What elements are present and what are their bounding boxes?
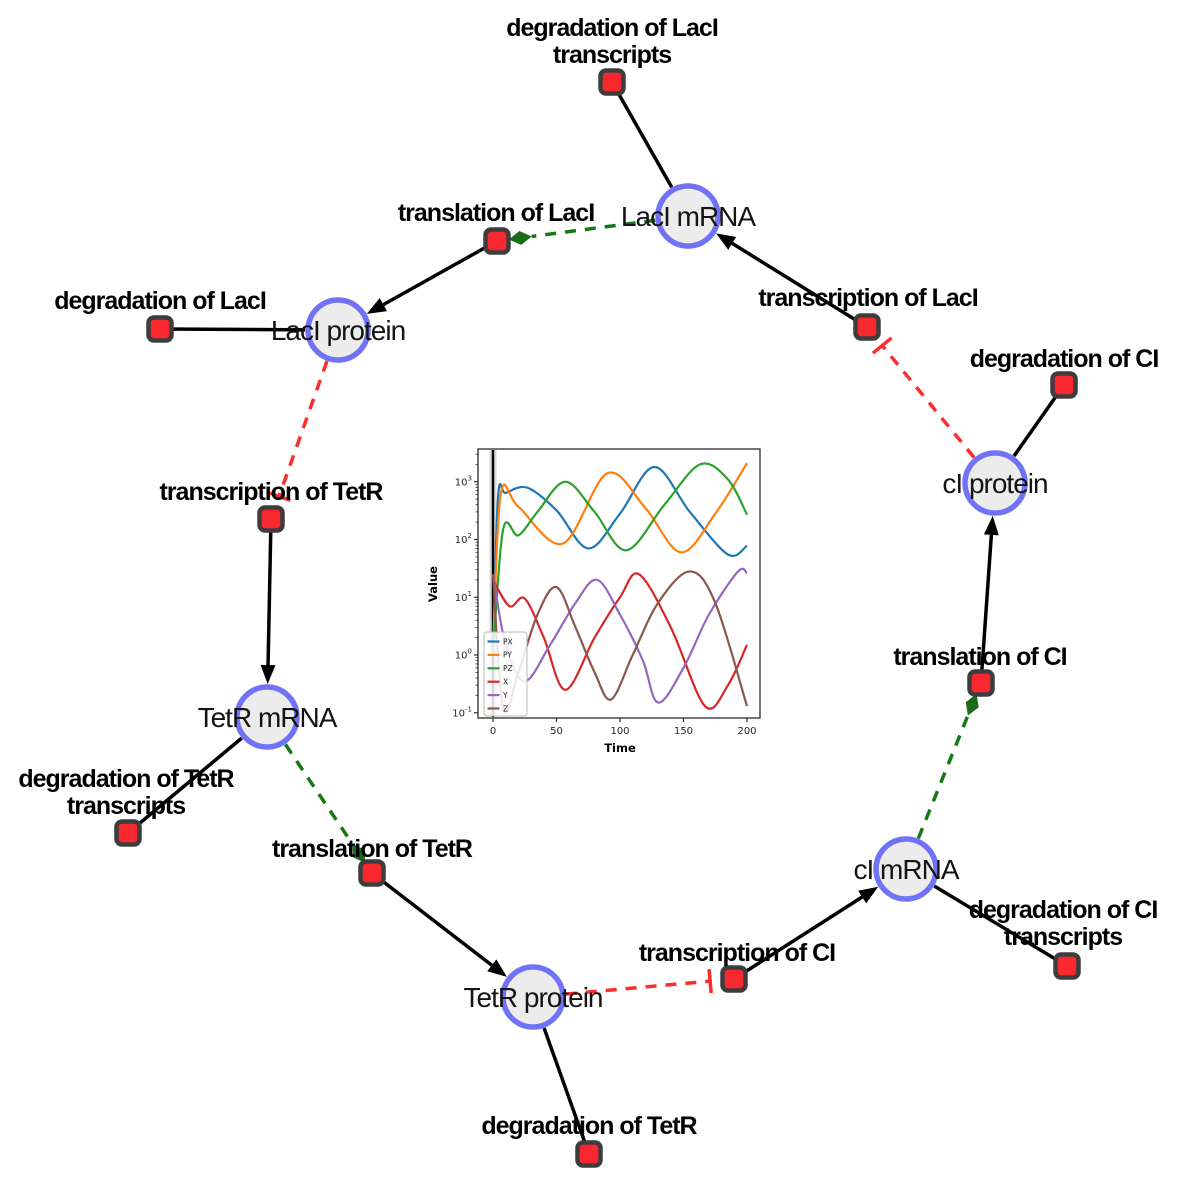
reaction-label-deg_ci_tx: degradation of CI transcripts (969, 896, 1158, 951)
chart-frame (477, 448, 761, 719)
reaction-node-transl_ci[interactable] (967, 669, 995, 697)
species-label-laci_protein: LacI protein (271, 315, 405, 346)
edge-tetr_mrna-transl_tetr (283, 743, 366, 864)
species-node-tetr_mrna[interactable] (234, 684, 300, 750)
edge-txn_ci-ci_mrna (733, 886, 879, 981)
edge-ci_mrna-transl_ci (916, 694, 979, 840)
species-label-tetr_mrna: TetR mRNA (198, 702, 338, 733)
legend-label-PX: PX (503, 637, 513, 646)
chart-ylabel: Value (426, 566, 440, 602)
edge-ci_mrna-deg_ci_tx (933, 884, 1068, 968)
legend-label-PY: PY (503, 651, 512, 660)
arrowhead-icon (983, 515, 999, 536)
edge-laci_protein-txn_tetr (267, 360, 329, 503)
reaction-node-deg_tetr[interactable] (575, 1140, 603, 1168)
species-layer (234, 183, 1028, 1030)
reaction-node-transl_tetr[interactable] (358, 859, 386, 887)
reaction-label-deg_tetr_tx: degradation of TetR transcripts (18, 765, 234, 820)
arrowhead-icon (858, 886, 879, 904)
legend-label-Y: Y (502, 691, 508, 700)
edges-layer (126, 81, 1068, 1155)
species-node-laci_protein[interactable] (305, 297, 371, 363)
reactions-layer (114, 68, 1081, 1168)
inhibition-tbar-icon (707, 969, 713, 994)
reaction-label-txn_tetr: transcription of TetR (160, 478, 384, 506)
legend-label-PZ: PZ (503, 664, 513, 673)
reaction-node-transl_laci[interactable] (483, 227, 511, 255)
reaction-label-txn_laci: transcription of LacI (758, 284, 977, 312)
species-label-tetr_protein: TetR protein (464, 982, 603, 1013)
svg-text:100: 100 (455, 648, 472, 662)
svg-text:10-1: 10-1 (452, 705, 472, 719)
reaction-node-deg_laci_tx[interactable] (598, 68, 626, 96)
species-node-ci_protein[interactable] (962, 450, 1028, 516)
arrowhead-icon (366, 298, 388, 314)
edge-laci_mrna-transl_laci (508, 218, 656, 245)
reaction-node-deg_ci_tx[interactable] (1053, 952, 1081, 980)
reaction-label-transl_laci: translation of LacI (398, 199, 594, 227)
reaction-label-deg_laci_tx: degradation of LacI transcripts (506, 14, 718, 69)
edge-laci_mrna-deg_laci_tx (610, 81, 674, 189)
svg-text:50: 50 (550, 726, 563, 737)
inhibition-tbar-icon (871, 336, 893, 355)
species-node-tetr_protein[interactable] (500, 964, 566, 1030)
arrowhead-icon (487, 959, 507, 977)
reaction-label-txn_ci: transcription of CI (639, 939, 835, 967)
reaction-label-deg_ci: degradation of CI (970, 345, 1159, 373)
svg-text:101: 101 (455, 590, 472, 604)
chart-x-axis: 0 50 100 150 200 (490, 718, 757, 737)
edge-tetr_protein-txn_ci (565, 969, 713, 996)
arrowhead-icon (260, 664, 276, 685)
reaction-node-deg_tetr_tx[interactable] (114, 819, 142, 847)
arrowhead-icon (716, 233, 737, 250)
species-node-laci_mrna[interactable] (655, 183, 721, 249)
svg-text:0: 0 (490, 726, 496, 737)
reaction-node-deg_ci[interactable] (1050, 371, 1078, 399)
chart-xlabel: Time (604, 741, 636, 755)
edge-txn_tetr-tetr_mrna (260, 518, 276, 685)
edge-ci_protein-txn_laci (871, 336, 976, 459)
chart-legend: PX PY PZ XYZ (483, 631, 528, 717)
edge-transl_tetr-tetr_protein (370, 871, 507, 977)
reaction-node-deg_laci[interactable] (146, 315, 174, 343)
reaction-label-transl_ci: translation of CI (893, 643, 1066, 671)
chart-series-PX (491, 465, 748, 656)
modifier-diamond-icon (965, 694, 979, 716)
svg-text:200: 200 (737, 726, 756, 737)
inset-chart: 0 50 100 150 20010-1100101102103TimeValuePXP… (426, 448, 761, 755)
modifier-diamond-icon (508, 231, 532, 245)
svg-text:100: 100 (610, 726, 629, 737)
species-label-ci_protein: cI protein (942, 468, 1047, 499)
species-label-ci_mrna: cI mRNA (854, 854, 960, 885)
labels-layer: LacI mRNA LacI protein cI protein TetR mRNA… (18, 14, 1159, 1140)
reaction-node-txn_tetr[interactable] (257, 505, 285, 533)
edge-transl_ci-ci_protein (979, 515, 999, 684)
svg-text:102: 102 (455, 532, 472, 546)
svg-text:150: 150 (674, 726, 693, 737)
reaction-label-deg_tetr: degradation of TetR (481, 1112, 697, 1140)
species-node-ci_mrna[interactable] (873, 836, 939, 902)
edge-txn_laci-laci_mrna (716, 233, 868, 329)
svg-text:103: 103 (455, 474, 472, 488)
chart-y-axis: 10-1 100 101 102 103 (452, 453, 478, 719)
reaction-label-deg_laci: degradation of LacI (54, 287, 266, 315)
legend-label-Z: Z (503, 704, 508, 713)
chart-series-PY (491, 462, 748, 656)
chart-series-X (492, 572, 748, 710)
chart-series-PZ (491, 462, 748, 656)
edge-laci_protein-deg_laci (159, 327, 306, 332)
reaction-node-txn_laci[interactable] (853, 313, 881, 341)
reaction-label-transl_tetr: translation of TetR (272, 835, 473, 863)
edge-tetr_mrna-deg_tetr_tx (126, 736, 243, 835)
reaction-node-txn_ci[interactable] (720, 965, 748, 993)
legend-label-X: X (503, 678, 508, 687)
edge-tetr_protein-deg_tetr (542, 1027, 591, 1155)
modifier-diamond-icon (352, 843, 366, 864)
species-label-laci_mrna: LacI mRNA (621, 201, 756, 232)
edge-transl_laci-laci_protein (366, 239, 498, 314)
inhibition-tbar-icon (267, 490, 291, 503)
